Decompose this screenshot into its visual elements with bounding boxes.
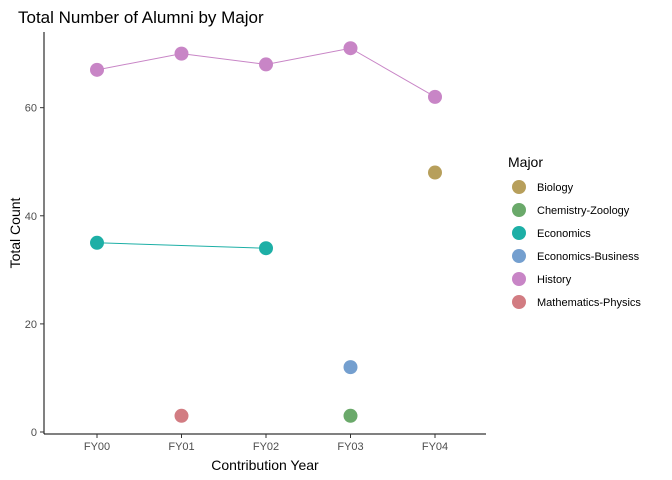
data-point-mathematics-physics <box>174 408 189 423</box>
y-axis-title: Total Count <box>7 197 23 268</box>
x-tick-label: FY01 <box>168 441 194 453</box>
y-tick-label: 40 <box>25 211 37 223</box>
legend-label: Economics <box>537 228 591 240</box>
legend-key-economics <box>512 226 526 240</box>
legend-key-history <box>512 272 526 286</box>
legend-label: Economics-Business <box>537 251 640 263</box>
legend-item-chemistry-zoology: Chemistry-Zoology <box>512 203 630 217</box>
data-point-chemistry-zoology <box>343 408 358 423</box>
legend-items: Biology Chemistry-Zoology Economics Economi… <box>512 180 641 309</box>
legend-label: Chemistry-Zoology <box>537 205 630 217</box>
legend-item-mathematics-physics: Mathematics-Physics <box>512 295 641 309</box>
legend-label: Mathematics-Physics <box>537 297 641 309</box>
data-point-economics <box>259 241 273 256</box>
legend-key-economics-business <box>512 249 526 263</box>
y-tick-label: 0 <box>31 427 37 439</box>
x-tick-label: FY00 <box>84 441 110 453</box>
x-tick-label: FY02 <box>253 441 279 453</box>
data-point-economics-business <box>343 360 358 375</box>
legend-key-mathematics-physics <box>512 295 526 309</box>
legend-item-biology: Biology <box>512 180 574 194</box>
data-point-history <box>174 46 189 61</box>
series-points <box>90 41 442 423</box>
x-tick-label: FY03 <box>337 441 363 453</box>
data-point-history <box>90 62 104 77</box>
series-line-history <box>96 47 436 98</box>
plot-area: 0 20 40 60 FY00 FY01 FY02 FY03 FY04 <box>25 32 486 453</box>
legend-title: Major <box>508 154 543 170</box>
legend-label: Biology <box>537 182 574 194</box>
x-axis-title: Contribution Year <box>211 457 319 473</box>
legend-item-economics: Economics <box>512 226 591 240</box>
chart-title: Total Number of Alumni by Major <box>18 8 264 27</box>
series-line-economics <box>96 242 267 249</box>
data-point-history <box>343 41 358 56</box>
series-lines <box>96 47 436 249</box>
y-tick-label: 60 <box>25 103 37 115</box>
legend-label: History <box>537 274 572 286</box>
legend-key-chemistry-zoology <box>512 203 526 217</box>
x-ticks: FY00 FY01 FY02 FY03 FY04 <box>84 434 448 453</box>
y-tick-label: 20 <box>25 319 37 331</box>
data-point-history <box>259 57 273 72</box>
data-point-biology <box>428 165 442 180</box>
legend: Major Biology Chemistry-Zoology Economics E… <box>508 154 641 309</box>
data-point-history <box>428 89 442 104</box>
data-point-economics <box>90 235 104 250</box>
legend-item-history: History <box>512 272 572 286</box>
legend-key-biology <box>512 180 526 194</box>
x-tick-label: FY04 <box>422 441 448 453</box>
legend-item-economics-business: Economics-Business <box>512 249 640 263</box>
y-ticks: 0 20 40 60 <box>25 103 44 439</box>
